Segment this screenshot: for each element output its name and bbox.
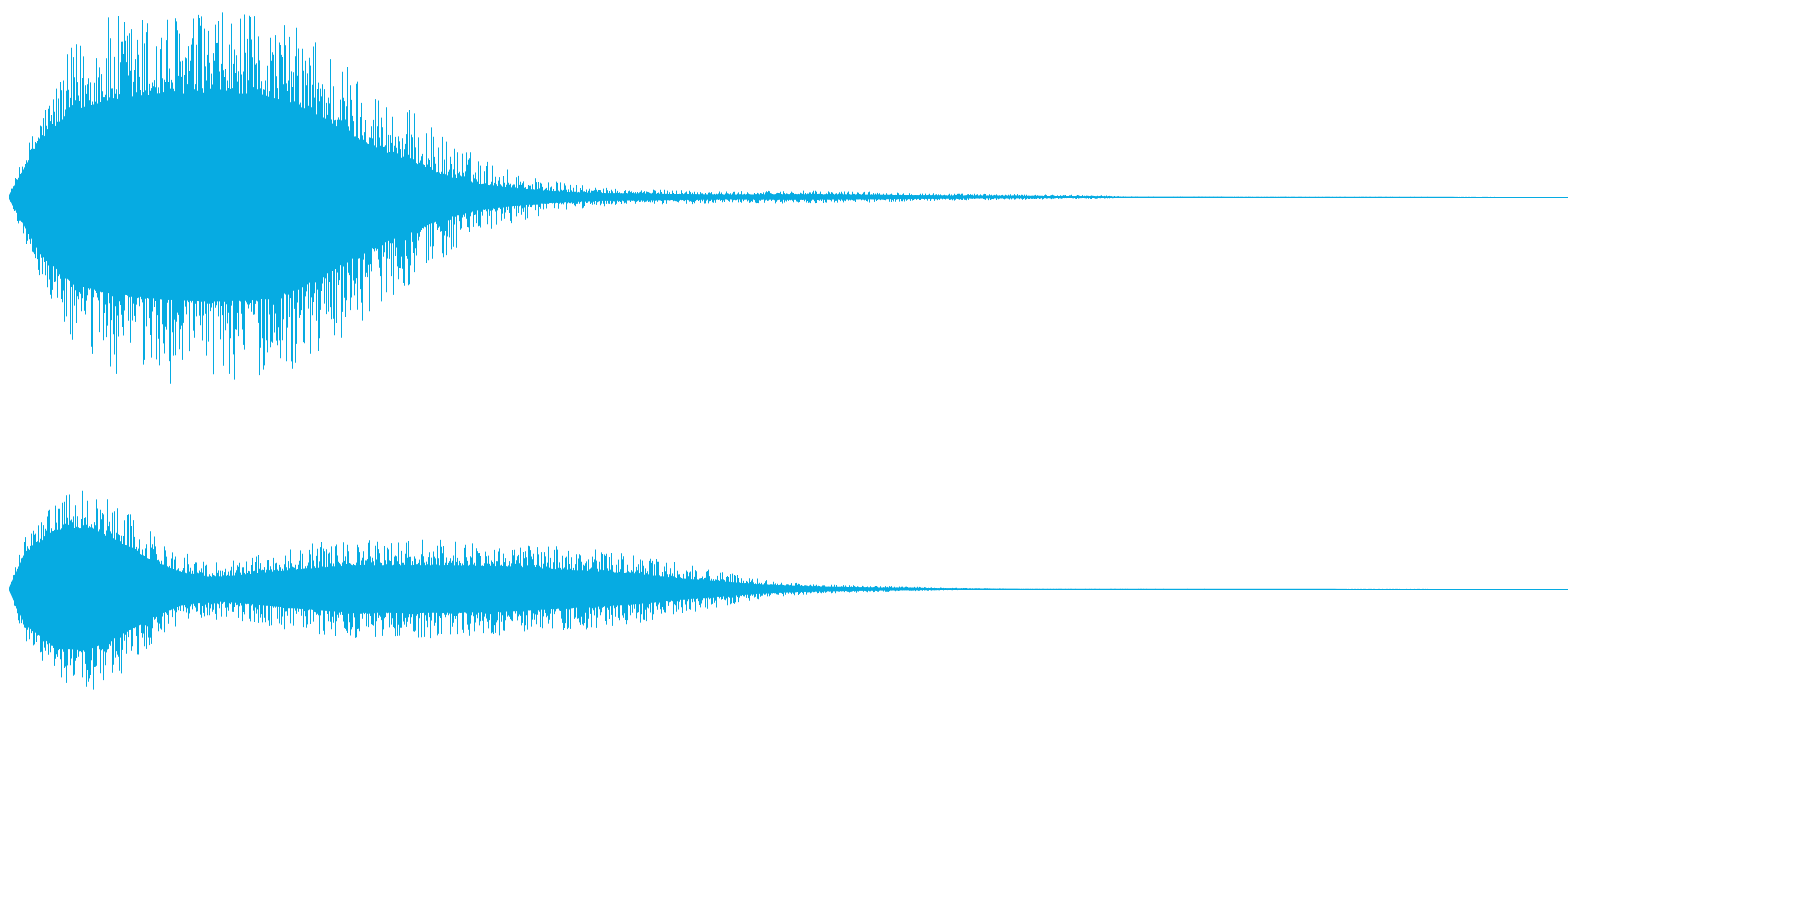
channel-1-waveform (9, 12, 1568, 384)
channel-1-peaks (9, 12, 1495, 384)
channel-2-waveform (9, 490, 1568, 690)
channel-2-peaks (9, 490, 1430, 690)
